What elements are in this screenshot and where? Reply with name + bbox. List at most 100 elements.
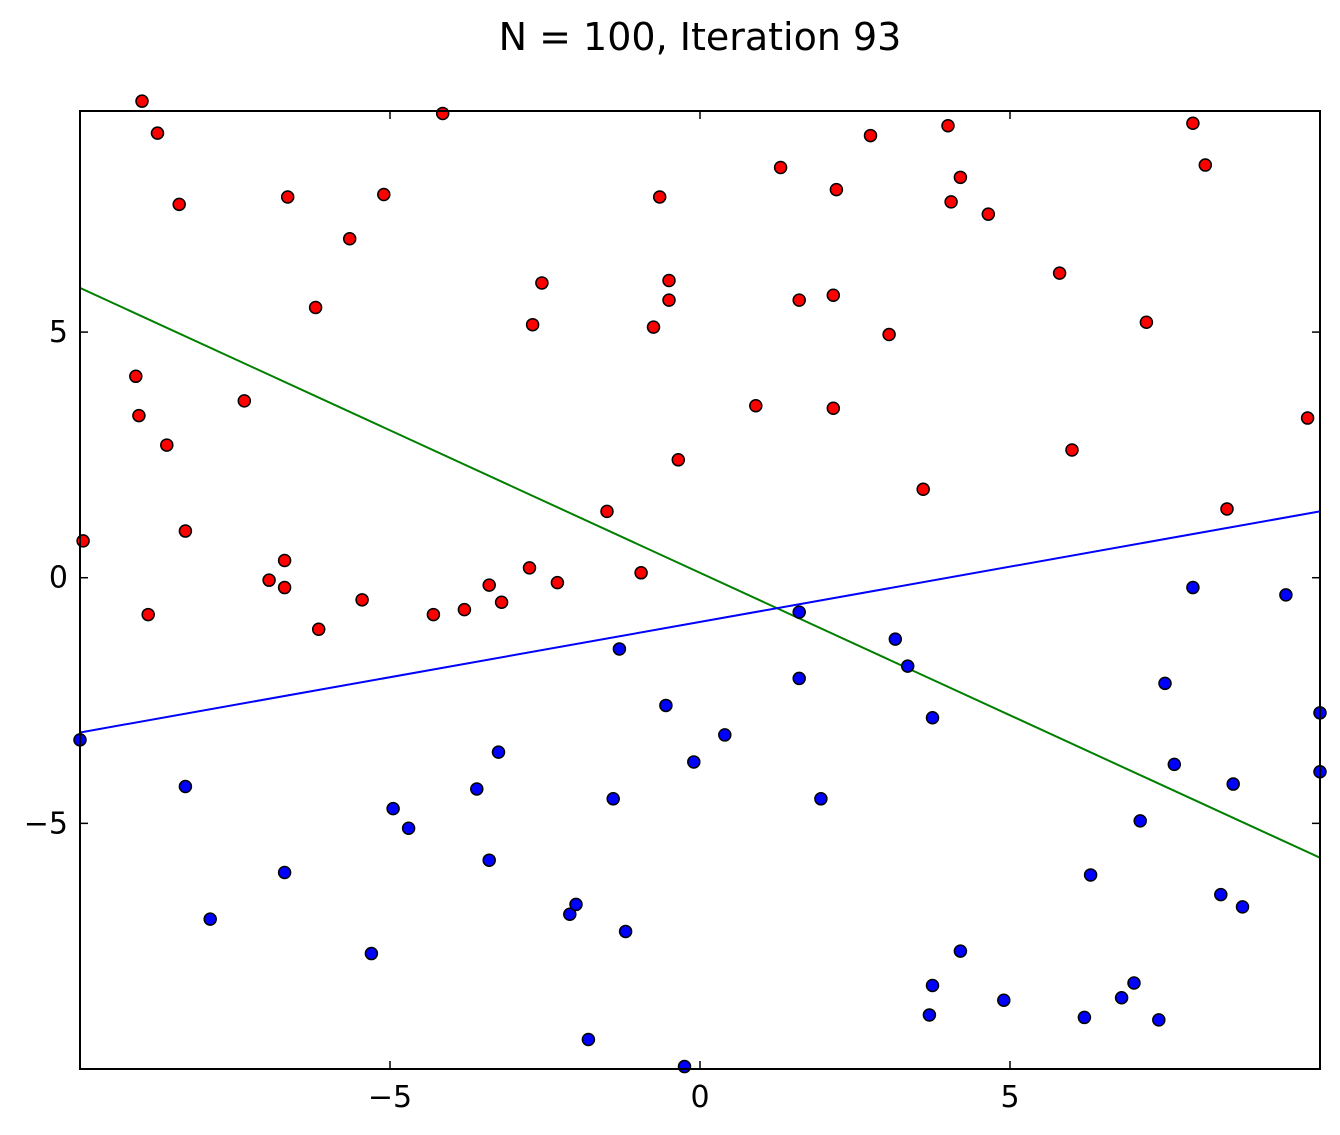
blue-point-15 xyxy=(612,642,627,656)
blue-point-31 xyxy=(1077,1010,1092,1025)
red-point-53 xyxy=(1198,158,1213,172)
red-point-54 xyxy=(1220,502,1234,516)
red-point-9 xyxy=(129,369,143,384)
red-point-28 xyxy=(535,276,549,290)
red-point-50 xyxy=(1065,443,1079,457)
data-points xyxy=(73,94,1327,1074)
decision-lines xyxy=(80,286,1320,859)
red-point-43 xyxy=(882,327,896,342)
blue-point-19 xyxy=(687,755,701,769)
blue-point-33 xyxy=(1114,991,1129,1005)
blue-point-40 xyxy=(1214,887,1228,902)
axis-ticks xyxy=(80,111,1320,1069)
blue-point-29 xyxy=(953,944,968,958)
red-point-47 xyxy=(953,170,968,185)
blue-point-14 xyxy=(606,792,620,806)
blue-point-41 xyxy=(1226,777,1240,791)
decision-line-2 xyxy=(80,510,1320,734)
red-point-21 xyxy=(426,607,441,622)
plot-background xyxy=(80,111,1320,1069)
red-point-14 xyxy=(178,524,193,538)
blue-point-3 xyxy=(203,912,217,926)
red-point-22 xyxy=(457,602,472,617)
blue-point-12 xyxy=(569,897,583,912)
red-point-52 xyxy=(1186,116,1200,131)
plot-area xyxy=(73,94,1327,1074)
red-point-13 xyxy=(76,534,90,548)
blue-point-10 xyxy=(491,745,506,759)
red-point-40 xyxy=(829,182,844,197)
red-point-17 xyxy=(277,580,292,595)
red-point-55 xyxy=(1300,411,1315,425)
blue-point-28 xyxy=(922,1008,937,1022)
red-point-27 xyxy=(525,317,540,332)
red-point-1 xyxy=(135,94,149,108)
red-point-10 xyxy=(132,408,146,423)
blue-point-16 xyxy=(618,924,633,939)
blue-point-36 xyxy=(1152,1013,1166,1027)
x-tick-label: −5 xyxy=(368,1080,412,1115)
red-point-5 xyxy=(435,106,450,121)
red-point-24 xyxy=(494,595,509,610)
chart-title: N = 100, Iteration 93 xyxy=(499,15,902,59)
red-point-48 xyxy=(981,207,996,221)
decision-line-1 xyxy=(80,286,1320,859)
blue-point-27 xyxy=(925,978,940,993)
blue-point-38 xyxy=(1167,757,1182,772)
blue-point-30 xyxy=(997,993,1011,1007)
red-point-46 xyxy=(944,195,958,209)
blue-point-9 xyxy=(482,853,496,867)
red-point-36 xyxy=(749,399,763,413)
red-point-26 xyxy=(550,575,565,590)
red-point-8 xyxy=(308,300,323,315)
red-point-16 xyxy=(262,573,276,587)
red-point-49 xyxy=(1052,266,1067,280)
red-point-38 xyxy=(792,293,806,307)
red-point-25 xyxy=(522,561,537,575)
blue-point-7 xyxy=(401,821,416,836)
blue-point-37 xyxy=(1158,676,1172,691)
red-point-19 xyxy=(311,622,326,637)
red-point-45 xyxy=(941,118,955,133)
blue-point-17 xyxy=(659,698,673,713)
blue-point-24 xyxy=(888,632,903,646)
red-point-39 xyxy=(826,288,841,302)
red-point-12 xyxy=(237,394,252,408)
blue-point-18 xyxy=(677,1059,692,1074)
red-point-23 xyxy=(482,578,496,592)
red-point-4 xyxy=(280,190,295,204)
blue-point-8 xyxy=(470,782,484,796)
plot-frame xyxy=(79,110,1321,1070)
red-point-34 xyxy=(662,293,676,307)
red-point-31 xyxy=(646,320,661,334)
blue-point-2 xyxy=(178,779,193,794)
x-tick-label: 5 xyxy=(1000,1080,1019,1115)
red-point-2 xyxy=(150,126,165,140)
red-point-20 xyxy=(355,593,369,607)
blue-point-22 xyxy=(792,605,806,619)
red-point-3 xyxy=(172,197,186,212)
red-point-11 xyxy=(160,438,174,452)
red-point-42 xyxy=(863,128,878,143)
red-point-30 xyxy=(634,566,648,580)
blue-point-20 xyxy=(718,728,732,742)
red-point-51 xyxy=(1139,315,1154,330)
y-tick-label: −5 xyxy=(24,806,68,841)
blue-point-13 xyxy=(581,1032,596,1047)
blue-point-25 xyxy=(900,659,915,673)
y-tick-label: 0 xyxy=(49,561,68,596)
red-point-41 xyxy=(826,401,841,415)
red-point-37 xyxy=(773,160,788,175)
blue-point-35 xyxy=(1133,814,1147,828)
tick-labels: −5 0 5 5 0 −5 xyxy=(24,315,1020,1115)
red-point-44 xyxy=(916,482,930,497)
blue-point-43 xyxy=(1279,588,1293,602)
y-tick-label: 5 xyxy=(49,315,68,350)
red-point-32 xyxy=(652,190,667,204)
blue-point-32 xyxy=(1083,868,1098,882)
red-point-7 xyxy=(342,231,357,246)
x-tick-label: 0 xyxy=(690,1080,709,1115)
blue-point-4 xyxy=(277,865,292,880)
blue-point-21 xyxy=(792,671,806,686)
